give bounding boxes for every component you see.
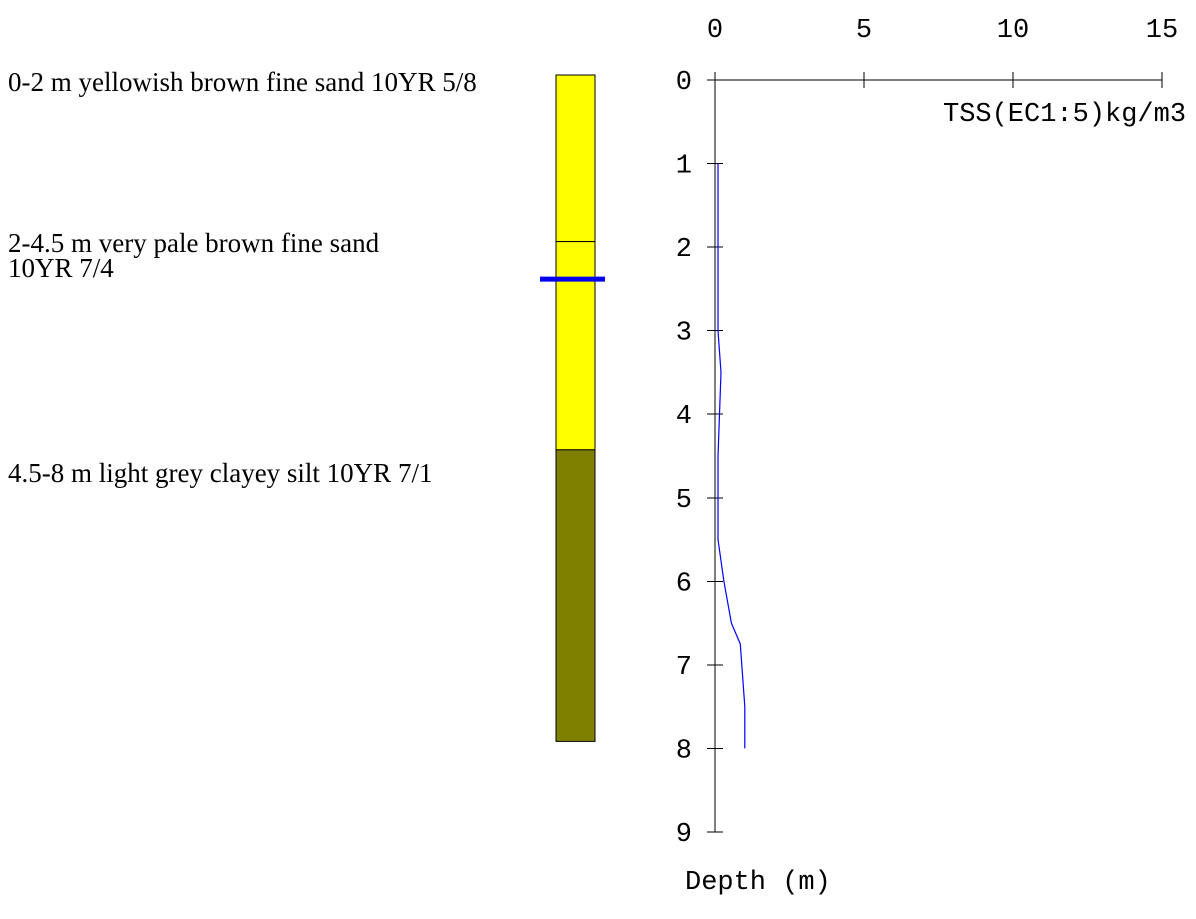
layer-labels: 0-2 m yellowish brown fine sand 10YR 5/8… xyxy=(8,67,477,488)
soil-layer-1 xyxy=(555,74,596,243)
x-axis-label: TSS(EC1:5)kg/m3 xyxy=(943,100,1186,130)
series-line-1 xyxy=(717,163,746,749)
chart-axes xyxy=(714,79,1162,832)
y-tick-label: 9 xyxy=(676,820,692,850)
y-ticks: 0 1 2 3 4 5 6 7 8 9 xyxy=(676,68,723,850)
y-tick-label: 6 xyxy=(676,569,692,599)
layer-label-1: 0-2 m yellowish brown fine sand 10YR 5/8 xyxy=(8,67,477,97)
x-ticks: 0 5 10 15 xyxy=(707,16,1178,88)
tss-depth-chart: 0 5 10 15 0 1 2 3 4 5 6 7 8 9 TSS(EC1:5)kg/m3 Depth … xyxy=(676,16,1186,898)
x-tick-label: 10 xyxy=(997,16,1029,46)
y-tick-label: 7 xyxy=(676,653,692,683)
x-tick-label: 5 xyxy=(856,16,872,46)
soil-layer-3 xyxy=(555,449,596,742)
y-tick-label: 0 xyxy=(676,68,692,98)
chart-series xyxy=(717,163,746,749)
y-tick-label: 5 xyxy=(676,486,692,516)
layer-label-2-line-1: 2-4.5 m very pale brown fine sand xyxy=(8,228,380,258)
y-tick-label: 8 xyxy=(676,736,692,766)
x-tick-label: 15 xyxy=(1146,16,1178,46)
x-tick-label: 0 xyxy=(707,16,723,46)
layer-label-3: 4.5-8 m light grey clayey silt 10YR 7/1 xyxy=(8,458,432,488)
soil-layer-2 xyxy=(555,241,596,451)
soil-column xyxy=(555,74,596,742)
y-tick-label: 4 xyxy=(676,402,692,432)
y-tick-label: 2 xyxy=(676,235,692,265)
y-tick-label: 3 xyxy=(676,319,692,349)
y-axis-label: Depth (m) xyxy=(685,868,831,898)
y-tick-label: 1 xyxy=(676,152,692,182)
layer-label-2-line-2: 10YR 7/4 xyxy=(8,253,114,283)
